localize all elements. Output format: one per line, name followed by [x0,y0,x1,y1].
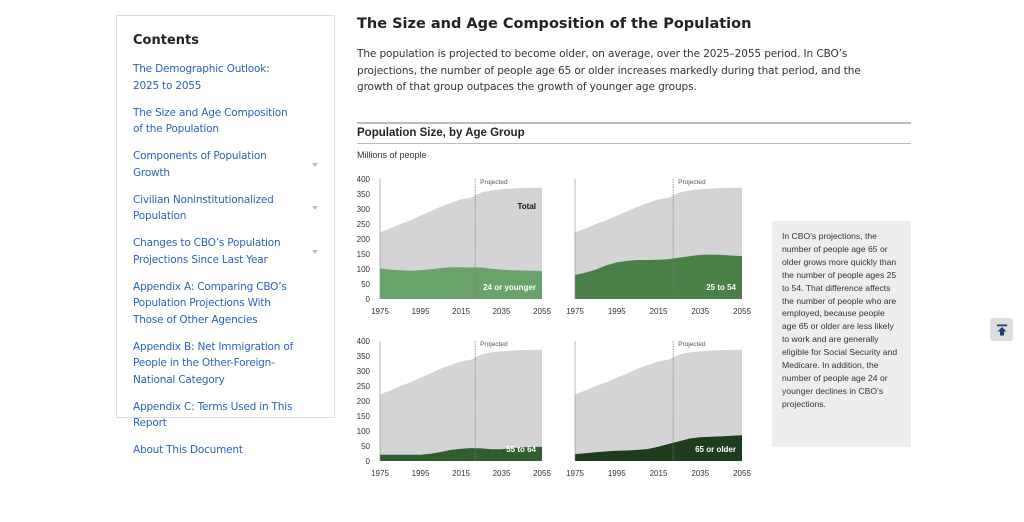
figure-divider [357,122,911,124]
intro-paragraph: The population is projected to become ol… [357,48,861,93]
page-title: The Size and Age Composition of the Popu… [357,16,752,32]
series-label: 65 or older [695,445,736,454]
series-label: 25 to 54 [706,283,736,292]
population-chart: Projected 24 or younger Total 0 50 100 150 200 2… [357,175,752,478]
y-tick-label: 200 [357,235,371,244]
chevron-down-icon[interactable] [312,162,318,167]
total-label: Total [517,202,536,211]
x-tick-label: 2015 [452,469,470,478]
y-tick-label: 100 [357,427,371,436]
series-label: 24 or younger [483,283,536,292]
back-to-top-button[interactable] [990,318,1013,341]
figure-title-divider [357,143,911,144]
y-tick-label: 0 [366,295,371,304]
chevron-down-icon[interactable] [312,249,318,254]
arrow-up-to-line-icon [996,324,1007,335]
y-tick-label: 250 [357,382,371,391]
y-tick-label: 300 [357,367,371,376]
x-tick-label: 1975 [371,469,389,478]
toc-item[interactable]: Appendix A: Comparing CBO’s Population P… [133,279,318,329]
x-tick-label: 1995 [412,307,430,316]
y-tick-label: 400 [357,175,371,184]
toc-item-label: About This Document [133,444,243,456]
chevron-down-icon[interactable] [312,206,318,210]
x-tick-label: 2035 [691,469,709,478]
y-tick-label: 350 [357,352,371,361]
y-tick-label: 0 [366,457,371,466]
y-tick-label: 50 [361,280,370,289]
y-tick-label: 200 [357,397,371,406]
x-tick-label: 2015 [452,307,470,316]
x-tick-label: 1975 [566,469,584,478]
y-tick-label: 350 [357,190,371,199]
toc-item-label: Appendix C: Terms Used in This Report [133,400,293,430]
projected-label: Projected [678,341,706,348]
toc-item-label: Components of Population Growth [133,150,267,179]
age-group-area [575,435,742,461]
toc-item[interactable]: The Size and Age Composition of the Popu… [133,105,318,138]
y-tick-label: 300 [357,205,371,214]
x-tick-label: 2015 [650,469,668,478]
x-tick-label: 2035 [493,469,511,478]
y-tick-label: 250 [357,220,371,229]
x-tick-label: 1995 [412,469,430,478]
toc-item[interactable]: Civilian Noninstitutionalized Population [133,192,318,225]
toc-item-label: Changes to CBO’s Population Projections … [133,237,281,266]
units-label: Millions of people [357,150,427,160]
toc-item[interactable]: Appendix B: Net Immigration of People in… [133,339,318,389]
toc-item[interactable]: The Demographic Outlook: 2025 to 2055 [133,61,318,94]
figure-note: In CBO’s projections, the number of peop… [772,221,911,447]
toc-item[interactable]: Changes to CBO’s Population Projections … [133,235,318,268]
x-tick-label: 2055 [533,307,551,316]
projected-label: Projected [480,179,508,186]
x-tick-label: 2015 [650,307,668,316]
toc-item[interactable]: Components of Population Growth [133,148,318,181]
contents-heading: Contents [133,33,199,48]
projected-label: Projected [480,341,508,348]
age-group-area [575,254,742,299]
toc-item-label: Civilian Noninstitutionalized Population [133,193,274,223]
toc-item-label: The Demographic Outlook: 2025 to 2055 [133,63,270,92]
toc-item-label: Appendix A: Comparing CBO’s Population P… [133,280,287,326]
toc-item[interactable]: Appendix C: Terms Used in This Report [133,399,318,432]
total-area [575,349,742,461]
x-tick-label: 1995 [608,469,626,478]
age-group-area [380,446,542,461]
x-tick-label: 1975 [371,307,389,316]
series-label: 55 to 64 [506,445,536,454]
toc-item-label: The Size and Age Composition of the Popu… [133,106,288,136]
figure-title: Population Size, by Age Group [357,127,525,139]
toc-item-label: Appendix B: Net Immigration of People in… [133,340,294,386]
x-tick-label: 2055 [733,307,751,316]
projected-label: Projected [678,179,706,186]
total-area [380,349,542,461]
y-tick-label: 150 [357,412,371,421]
y-tick-label: 50 [361,442,370,451]
y-tick-label: 100 [357,265,371,274]
table-of-contents: Contents The Demographic Outlook: 2025 t… [116,15,335,456]
toc-item[interactable]: About This Document [133,442,318,459]
y-tick-label: 150 [357,250,371,259]
age-group-area [380,267,542,299]
y-tick-label: 400 [357,337,371,346]
x-tick-label: 2055 [733,469,751,478]
x-tick-label: 2035 [691,307,709,316]
x-tick-label: 2035 [493,307,511,316]
x-tick-label: 1975 [566,307,584,316]
x-tick-label: 1995 [608,307,626,316]
x-tick-label: 2055 [533,469,551,478]
